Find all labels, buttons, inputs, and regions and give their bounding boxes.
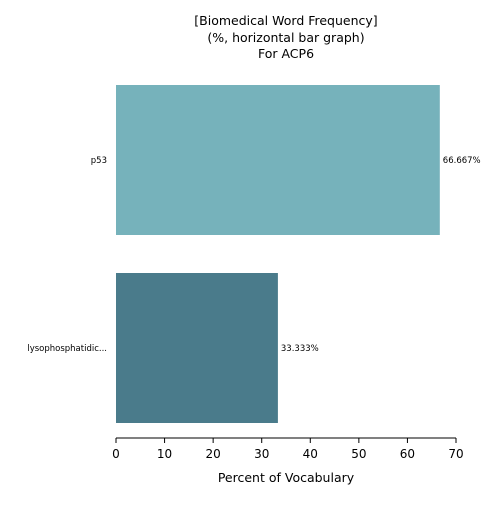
x-tick-label-3: 20: [206, 447, 221, 461]
value-labels: 66.667% 33.333%: [281, 156, 481, 354]
chart-title: [Biomedical Word Frequency] (%, horizont…: [194, 13, 377, 61]
value-label-2: 33.333%: [281, 344, 319, 354]
x-tick-label-8: 70: [448, 447, 463, 461]
bar-2: [116, 273, 278, 423]
chart-title-line-3: For ACP6: [258, 46, 314, 61]
chart-title-line-2: (%, horizontal bar graph): [207, 30, 364, 45]
category-label-1: p53: [91, 156, 107, 166]
bars: [116, 85, 440, 423]
x-tick-label-4: 30: [254, 447, 269, 461]
category-labels: p53 lysophosphatidic...: [27, 156, 107, 354]
x-tick-label-1: 0: [112, 447, 120, 461]
x-axis-label: Percent of Vocabulary: [218, 470, 355, 485]
bar-1: [116, 85, 440, 235]
x-tick-label-5: 40: [303, 447, 318, 461]
x-tick-label-6: 50: [351, 447, 366, 461]
x-tick-label-7: 60: [400, 447, 415, 461]
chart-title-line-1: [Biomedical Word Frequency]: [194, 13, 377, 28]
x-tick-label-2: 10: [157, 447, 172, 461]
x-axis: 0 10 20 30 40 50 60 70: [112, 437, 464, 461]
value-label-1: 66.667%: [443, 156, 481, 166]
category-label-2: lysophosphatidic...: [27, 344, 107, 354]
